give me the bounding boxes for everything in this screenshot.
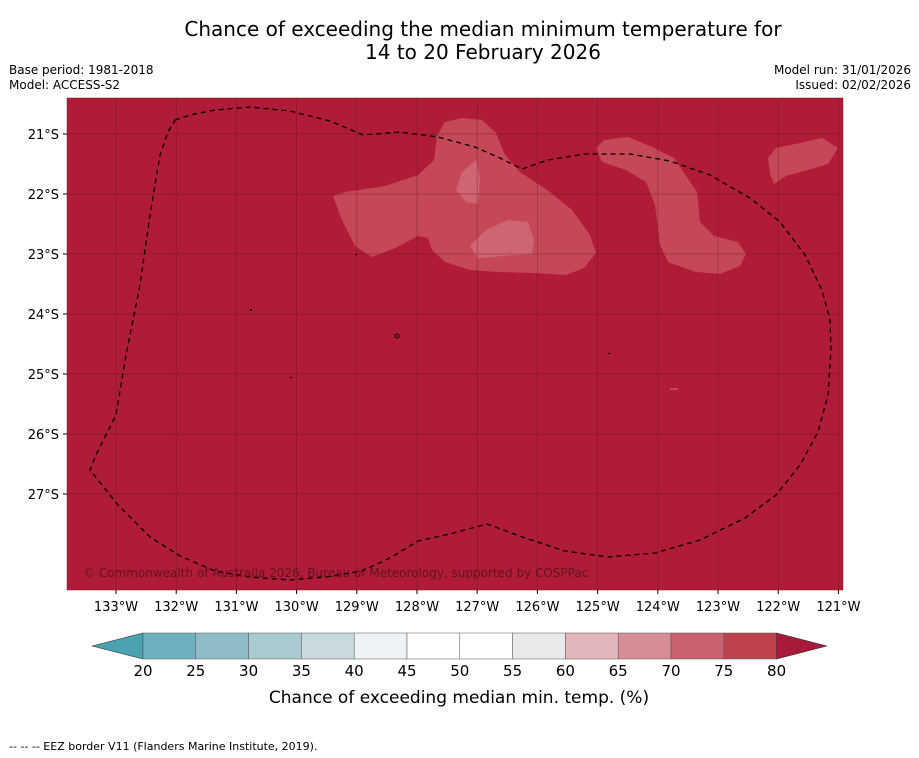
eez-border — [89, 106, 832, 581]
contour-layer — [250, 118, 838, 390]
colorbar-segment — [353, 632, 408, 660]
colorbar-tick-label: 60 — [556, 662, 575, 680]
lon-label: 124°W — [636, 600, 680, 615]
lon-label: 122°W — [756, 600, 800, 615]
speckle — [290, 377, 292, 378]
colorbar-tick-label: 65 — [609, 662, 628, 680]
island-marker — [394, 333, 400, 339]
colorbar-tick-label: 55 — [503, 662, 522, 680]
map-title: Chance of exceeding the median minimum t… — [0, 18, 919, 64]
colorbar-segment — [301, 632, 355, 660]
colorbar-segment — [248, 632, 302, 660]
eez-legend-note: -- -- -- EEZ border V11 (Flanders Marine… — [9, 740, 318, 753]
lon-label: 128°W — [395, 600, 439, 615]
lon-label: 127°W — [455, 600, 499, 615]
issued-text: Issued: 02/02/2026 — [795, 78, 911, 92]
speckle — [250, 309, 252, 311]
model-text: Model: ACCESS-S2 — [9, 78, 121, 92]
colorbar-segment — [565, 632, 619, 660]
colorbar-segment — [723, 632, 777, 660]
colorbar-tick-label: 25 — [186, 662, 205, 680]
lat-label: 26°S — [28, 428, 59, 443]
lon-label: 126°W — [515, 600, 559, 615]
colorbar-tick-label: 35 — [292, 662, 311, 680]
contour-70-75-a — [456, 160, 480, 204]
speckle — [670, 388, 678, 390]
title-line-2: 14 to 20 February 2026 — [365, 40, 601, 64]
lon-label: 121°W — [816, 600, 860, 615]
header-right: Model run: 31/01/2026 Issued: 02/02/2026 — [774, 63, 911, 93]
colorbar-tick-label: 20 — [133, 662, 152, 680]
lat-label: 21°S — [28, 128, 59, 143]
lon-label: 133°W — [94, 600, 138, 615]
map-frame — [66, 97, 844, 591]
colorbar-segment — [406, 632, 461, 660]
colorbar-segment — [459, 632, 513, 660]
colorbar-segment — [670, 632, 725, 660]
contour-65-70-right — [596, 137, 746, 274]
colorbar-segment — [617, 632, 672, 660]
lat-label: 23°S — [28, 248, 59, 263]
lat-label: 22°S — [28, 188, 59, 203]
colorbar-tick-label: 70 — [661, 662, 680, 680]
contour-65-70-far-right — [768, 138, 838, 184]
speckle — [608, 353, 610, 354]
speckle — [355, 254, 357, 255]
model-run-text: Model run: 31/01/2026 — [773, 63, 911, 77]
title-line-1: Chance of exceeding the median minimum t… — [184, 17, 782, 41]
header-left: Base period: 1981-2018 Model: ACCESS-S2 — [9, 63, 154, 93]
gridlines — [67, 98, 843, 590]
lat-label: 27°S — [28, 488, 59, 503]
colorbar-segment — [512, 632, 566, 660]
colorbar-tick-label: 75 — [714, 662, 733, 680]
colorbar-tick-label: 40 — [345, 662, 364, 680]
colorbar-label: Chance of exceeding median min. temp. (%… — [269, 688, 649, 708]
colorbar-segment — [142, 632, 197, 660]
base-period-text: Base period: 1981-2018 — [9, 63, 154, 77]
colorbar-tick-label: 80 — [767, 662, 786, 680]
lat-label: 24°S — [28, 308, 59, 323]
copyright-text: © Commonwealth of Australia 2026, Bureau… — [83, 566, 588, 580]
colorbar-low-extend — [91, 632, 144, 660]
longitude-labels: 133°W 132°W 131°W 130°W 129°W 128°W 127°W 126°W… — [94, 590, 861, 615]
lon-label: 131°W — [214, 600, 258, 615]
lon-label: 125°W — [576, 600, 620, 615]
lon-label: 129°W — [335, 600, 379, 615]
lon-label: 132°W — [154, 600, 198, 615]
lon-label: 123°W — [696, 600, 740, 615]
contour-70-75-b — [470, 220, 534, 258]
colorbar-tick-label: 30 — [239, 662, 258, 680]
lat-label: 25°S — [28, 368, 59, 383]
latitude-labels: 21°S 22°S 23°S 24°S 25°S 26°S 27°S — [28, 128, 67, 503]
lon-label: 130°W — [275, 600, 319, 615]
colorbar-segment — [195, 632, 249, 660]
colorbar: 20 25 30 35 40 45 50 55 60 65 70 75 80 — [91, 632, 828, 680]
colorbar-high-extend — [776, 632, 828, 660]
colorbar-tick-label: 45 — [397, 662, 416, 680]
colorbar-tick-label: 50 — [450, 662, 469, 680]
